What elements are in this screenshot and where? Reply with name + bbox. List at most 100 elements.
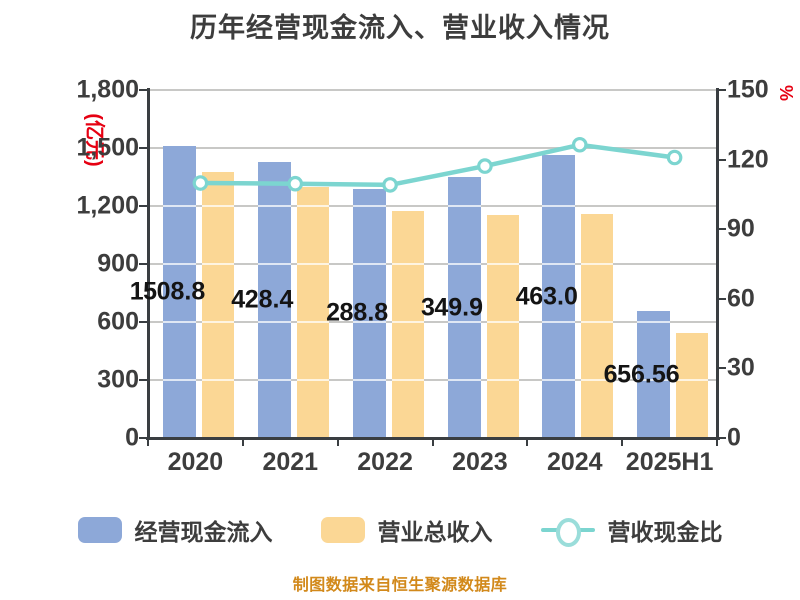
legend-label: 经营现金流入 — [134, 519, 273, 545]
bar-value-label-bold: 15 — [129, 277, 157, 306]
gridline-overlay — [296, 320, 329, 323]
x-axis-label-2025H1: 2025H1 — [625, 448, 714, 476]
right-axis-tick — [717, 437, 726, 439]
left-axis-tick — [139, 321, 148, 323]
x-axis-tick — [147, 438, 149, 446]
bar-revenue-2025H1 — [676, 333, 709, 438]
x-axis-label-2023: 2023 — [452, 448, 508, 476]
x-axis-label-2022: 2022 — [357, 448, 413, 476]
x-axis-line — [146, 437, 720, 440]
chart-title: 历年经营现金流入、营业收入情况 — [190, 13, 610, 43]
bar-revenue-2021 — [296, 186, 329, 438]
x-axis-label-2020: 2020 — [167, 448, 224, 476]
gridline-overlay — [542, 378, 576, 381]
bar-value-label-rest: 08.8 — [156, 277, 206, 306]
legend-item-cash-inflow[interactable]: 经营现金流入 — [77, 513, 273, 547]
gridline-overlay — [352, 378, 386, 381]
bar-value-label-rest: 63.0 — [529, 282, 578, 311]
gridline-overlay — [391, 378, 424, 381]
bar-value-label-2025H1: 656.56 — [604, 360, 680, 389]
left-axis-tick — [139, 89, 148, 91]
x-axis-tick — [431, 438, 434, 446]
bar-value-label-rest: 56.56 — [617, 360, 680, 389]
gridline-overlay — [391, 262, 424, 265]
gridline-1,800 — [148, 89, 717, 91]
ratio-marker-2020 — [192, 175, 209, 191]
bar-value-label-bold: 4 — [231, 285, 245, 314]
gridline-1,200 — [148, 205, 717, 207]
data-source-note: 制图数据来自恒生聚源数据库 — [292, 577, 508, 594]
gridline-overlay — [581, 378, 614, 381]
gridline-overlay — [486, 320, 519, 323]
legend-item-revenue[interactable]: 营业总收入 — [320, 513, 493, 547]
right-axis-tick-label: 60 — [727, 284, 755, 313]
left-axis-tick-label: 600 — [97, 307, 139, 336]
x-axis-label-2024: 2024 — [546, 448, 603, 476]
gridline-overlay — [257, 378, 291, 381]
gridline-overlay — [447, 204, 481, 207]
ratio-line — [198, 142, 677, 188]
bar-value-label-2020: 1508.8 — [130, 278, 205, 307]
gridline-overlay — [447, 378, 481, 381]
bar-value-label-2022: 288.8 — [326, 299, 388, 328]
bar-cash-inflow-2023 — [447, 177, 481, 438]
bar-value-label-bold: 2 — [326, 298, 340, 327]
x-axis-tick — [241, 438, 244, 446]
bar-value-label-bold: 4 — [515, 282, 530, 311]
bar-value-label-rest: 88.8 — [339, 298, 389, 327]
x-axis-tick — [526, 438, 529, 446]
gridline-overlay — [352, 204, 386, 207]
right-axis-unit-label: % — [776, 84, 796, 101]
x-axis-tick — [621, 438, 624, 446]
gridline-overlay — [637, 378, 671, 381]
gridline-overlay — [447, 262, 481, 265]
legend-label: 营收现金比 — [607, 519, 723, 545]
legend-swatch-icon — [320, 517, 365, 543]
left-axis-line — [147, 88, 150, 440]
gridline-overlay — [352, 262, 386, 265]
bar-revenue-2023 — [486, 215, 519, 438]
right-axis-tick-label: 0 — [727, 423, 741, 452]
gridline-overlay — [163, 320, 196, 323]
right-axis-tick-label: 120 — [727, 145, 769, 174]
gridline-overlay — [486, 378, 519, 381]
legend-label: 营业总收入 — [377, 519, 493, 545]
left-axis-tick-label: 900 — [97, 249, 139, 278]
gridline-overlay — [486, 262, 519, 265]
left-axis-tick — [139, 379, 148, 381]
left-axis-tick — [139, 205, 148, 207]
right-axis-tick — [717, 367, 726, 370]
left-axis-tick-label: 300 — [97, 365, 139, 394]
bar-cash-inflow-2022 — [352, 188, 386, 438]
bar-revenue-2020 — [202, 172, 234, 438]
ratio-marker-2024 — [571, 136, 588, 153]
gridline-overlay — [542, 320, 576, 323]
gridline-300 — [148, 379, 717, 381]
right-axis-tick — [717, 158, 726, 161]
right-axis-tick-label: 90 — [727, 214, 755, 243]
right-axis-tick-label: 30 — [727, 353, 755, 382]
gridline-overlay — [202, 204, 234, 207]
right-axis-line — [716, 88, 719, 440]
gridline-overlay — [391, 320, 424, 323]
gridline-overlay — [581, 262, 614, 265]
gridline-overlay — [542, 262, 576, 265]
legend-item-ratio[interactable]: 营收现金比 — [540, 513, 723, 547]
bar-cash-inflow-2024 — [542, 155, 576, 438]
ratio-marker-2023 — [477, 158, 493, 174]
left-axis-tick — [139, 263, 148, 265]
bar-value-label-2021: 428.4 — [231, 285, 293, 314]
legend-line-marker-icon — [540, 517, 595, 547]
gridline-overlay — [296, 204, 329, 207]
x-axis-tick — [336, 438, 339, 446]
right-axis-tick — [717, 297, 726, 300]
ratio-marker-2021 — [287, 175, 304, 192]
gridline-overlay — [202, 320, 234, 323]
gridline-overlay — [352, 320, 386, 323]
gridline-900 — [148, 263, 717, 265]
gridline-overlay — [257, 262, 291, 265]
bar-value-label-2024: 463.0 — [516, 282, 578, 311]
legend-line-dot — [555, 518, 581, 547]
gridline-overlay — [447, 320, 481, 323]
